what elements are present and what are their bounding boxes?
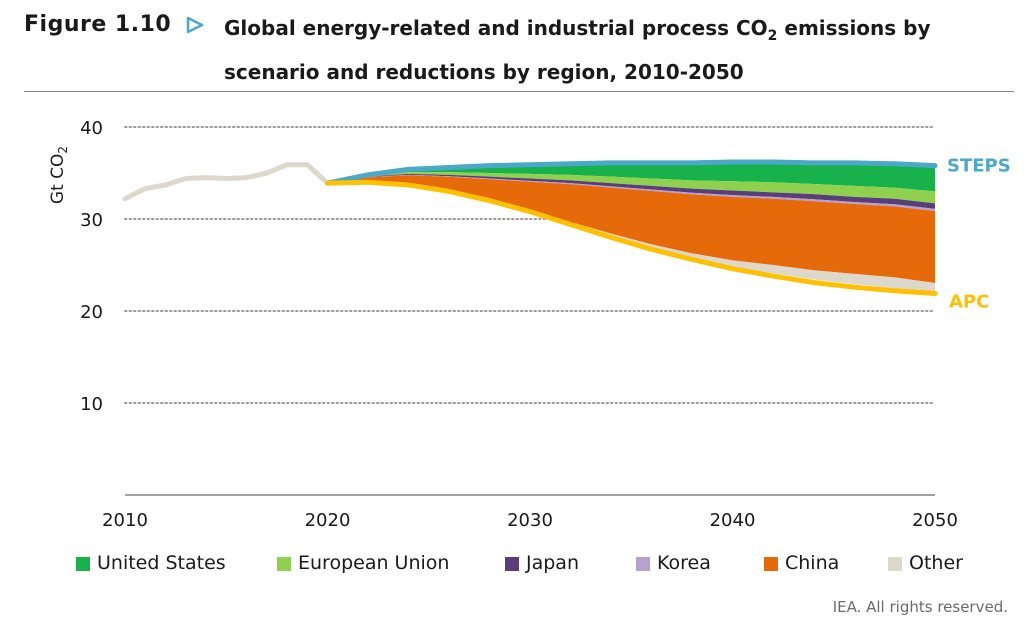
copyright-credit: IEA. All rights reserved.	[832, 598, 1008, 616]
area-china	[327, 175, 935, 283]
chart-labels: STEPS APC	[947, 156, 1011, 313]
area-european-union	[327, 172, 935, 204]
x-tick-label-2010: 2010	[102, 510, 148, 531]
y-tick-label-40: 40	[80, 118, 103, 139]
reduction-areas	[327, 161, 935, 294]
x-tick-label-2020: 2020	[305, 510, 351, 531]
y-tick-label-20: 20	[80, 302, 103, 323]
figure-title-line2: scenario and reductions by region, 2010-…	[224, 60, 744, 84]
legend-swatch-japan	[505, 557, 519, 571]
legend-swatch-china	[764, 557, 778, 571]
area-united-states	[327, 161, 935, 192]
legend-swatch-united-states	[76, 557, 90, 571]
legend-label-japan: Japan	[526, 552, 579, 574]
annotation-steps: STEPS	[947, 156, 1011, 177]
figure-title-line1-post: emissions by	[777, 16, 931, 40]
y-tick-label-10: 10	[80, 394, 103, 415]
figure-label: Figure 1.10	[24, 12, 172, 37]
legend-label-european-union: European Union	[298, 552, 450, 574]
figure-header: Figure 1.10 Global energy-related and in…	[24, 6, 1014, 90]
y-tick-label-30: 30	[80, 210, 103, 231]
legend-swatch-other	[888, 557, 902, 571]
x-tick-label-2050: 2050	[912, 510, 958, 531]
figure-title-subscript: 2	[767, 28, 778, 44]
annotation-apc: APC	[949, 292, 989, 313]
area-other	[327, 181, 935, 294]
figure-title: Global energy-related and industrial pro…	[224, 10, 1014, 90]
y-axis-label: Gt CO2	[48, 146, 70, 204]
legend-swatch-european-union	[277, 557, 291, 571]
legend-label-china: China	[785, 552, 840, 574]
x-tick-label-2040: 2040	[710, 510, 756, 531]
apc-line	[325, 179, 938, 297]
x-tick-label-2030: 2030	[507, 510, 553, 531]
history-line	[122, 162, 330, 202]
legend-label-united-states: United States	[97, 552, 226, 574]
legend-label-other: Other	[909, 552, 963, 574]
figure-title-line1-pre: Global energy-related and industrial pro…	[224, 16, 768, 40]
triangle-right-icon	[186, 16, 204, 34]
header-divider	[24, 91, 1014, 92]
steps-line	[325, 159, 938, 186]
legend-swatch-korea	[636, 557, 650, 571]
gridlines	[124, 126, 936, 404]
scenario-lines	[122, 159, 938, 297]
legend-label-korea: Korea	[657, 552, 711, 574]
